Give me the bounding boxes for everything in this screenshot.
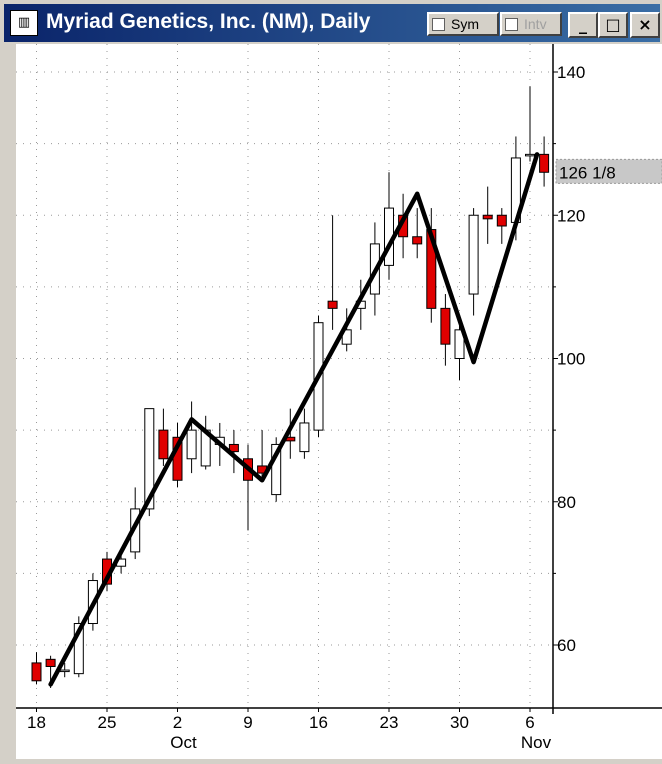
candle-body (482, 214, 493, 220)
window-title: Myriad Genetics, Inc. (NM), Daily (46, 10, 371, 33)
close-icon: × (638, 15, 652, 34)
candle-body (59, 669, 70, 673)
x-tick-label: 6 (525, 713, 534, 732)
sym-checkbox-icon[interactable] (432, 18, 445, 31)
candle-body (299, 422, 310, 453)
title-bar[interactable]: ▥ Myriad Genetics, Inc. (NM), Daily Sym … (4, 4, 660, 42)
candle-body (454, 329, 465, 360)
sym-toggle-button[interactable]: Sym (427, 12, 499, 36)
minimize-icon: _ (579, 15, 587, 34)
intv-label: Intv (524, 16, 547, 32)
candle-body (271, 443, 282, 496)
x-tick-label: 18 (27, 713, 46, 732)
maximize-icon: □ (605, 15, 621, 34)
y-tick-label: 140 (557, 63, 585, 82)
y-tick-label: 100 (557, 350, 585, 369)
candle-body (158, 429, 169, 460)
chart-grid (16, 44, 553, 708)
y-tick-label: 80 (557, 493, 576, 512)
chart-panel[interactable]: 60 80 100 120 140 126 1/8 18 25 2 Oct 9 16 23 30 6 Nov (16, 44, 662, 759)
close-button[interactable]: × (630, 12, 660, 38)
y-tick-label: 60 (557, 636, 576, 655)
chart-app-icon[interactable]: ▥ (10, 10, 38, 36)
x-tick-label: 25 (98, 713, 117, 732)
x-tick-label: 2 (173, 713, 182, 732)
last-price-label: 126 1/8 (559, 163, 616, 182)
candle-body (186, 429, 197, 460)
y-tick-label: 120 (557, 206, 585, 225)
candle-body (412, 236, 423, 245)
trend-layer (48, 152, 540, 687)
candle-body (525, 153, 535, 157)
maximize-button[interactable]: □ (598, 12, 628, 38)
candle-body (228, 443, 239, 453)
trend-line (48, 152, 540, 687)
candle-body (73, 623, 84, 675)
candle-body (440, 307, 451, 345)
minimize-button[interactable]: _ (568, 12, 598, 38)
intv-checkbox-icon[interactable] (505, 18, 518, 31)
candles-layer (31, 86, 550, 688)
x-month-label: Oct (170, 733, 197, 752)
last-price-badge (555, 158, 662, 184)
candle-body (31, 662, 42, 682)
candle-body (496, 214, 507, 227)
x-tick-label: 30 (450, 713, 469, 732)
x-tick-label: 9 (243, 713, 252, 732)
x-tick-label: 16 (309, 713, 328, 732)
candle-body (45, 658, 56, 667)
candle-body (144, 408, 155, 510)
x-month-label: Nov (521, 733, 552, 752)
candle-body (539, 153, 550, 173)
sym-label: Sym (451, 16, 479, 32)
candle-body (468, 214, 479, 295)
x-tick-label: 23 (380, 713, 399, 732)
candle-body (327, 300, 338, 309)
intv-toggle-button[interactable]: Intv (500, 12, 562, 36)
